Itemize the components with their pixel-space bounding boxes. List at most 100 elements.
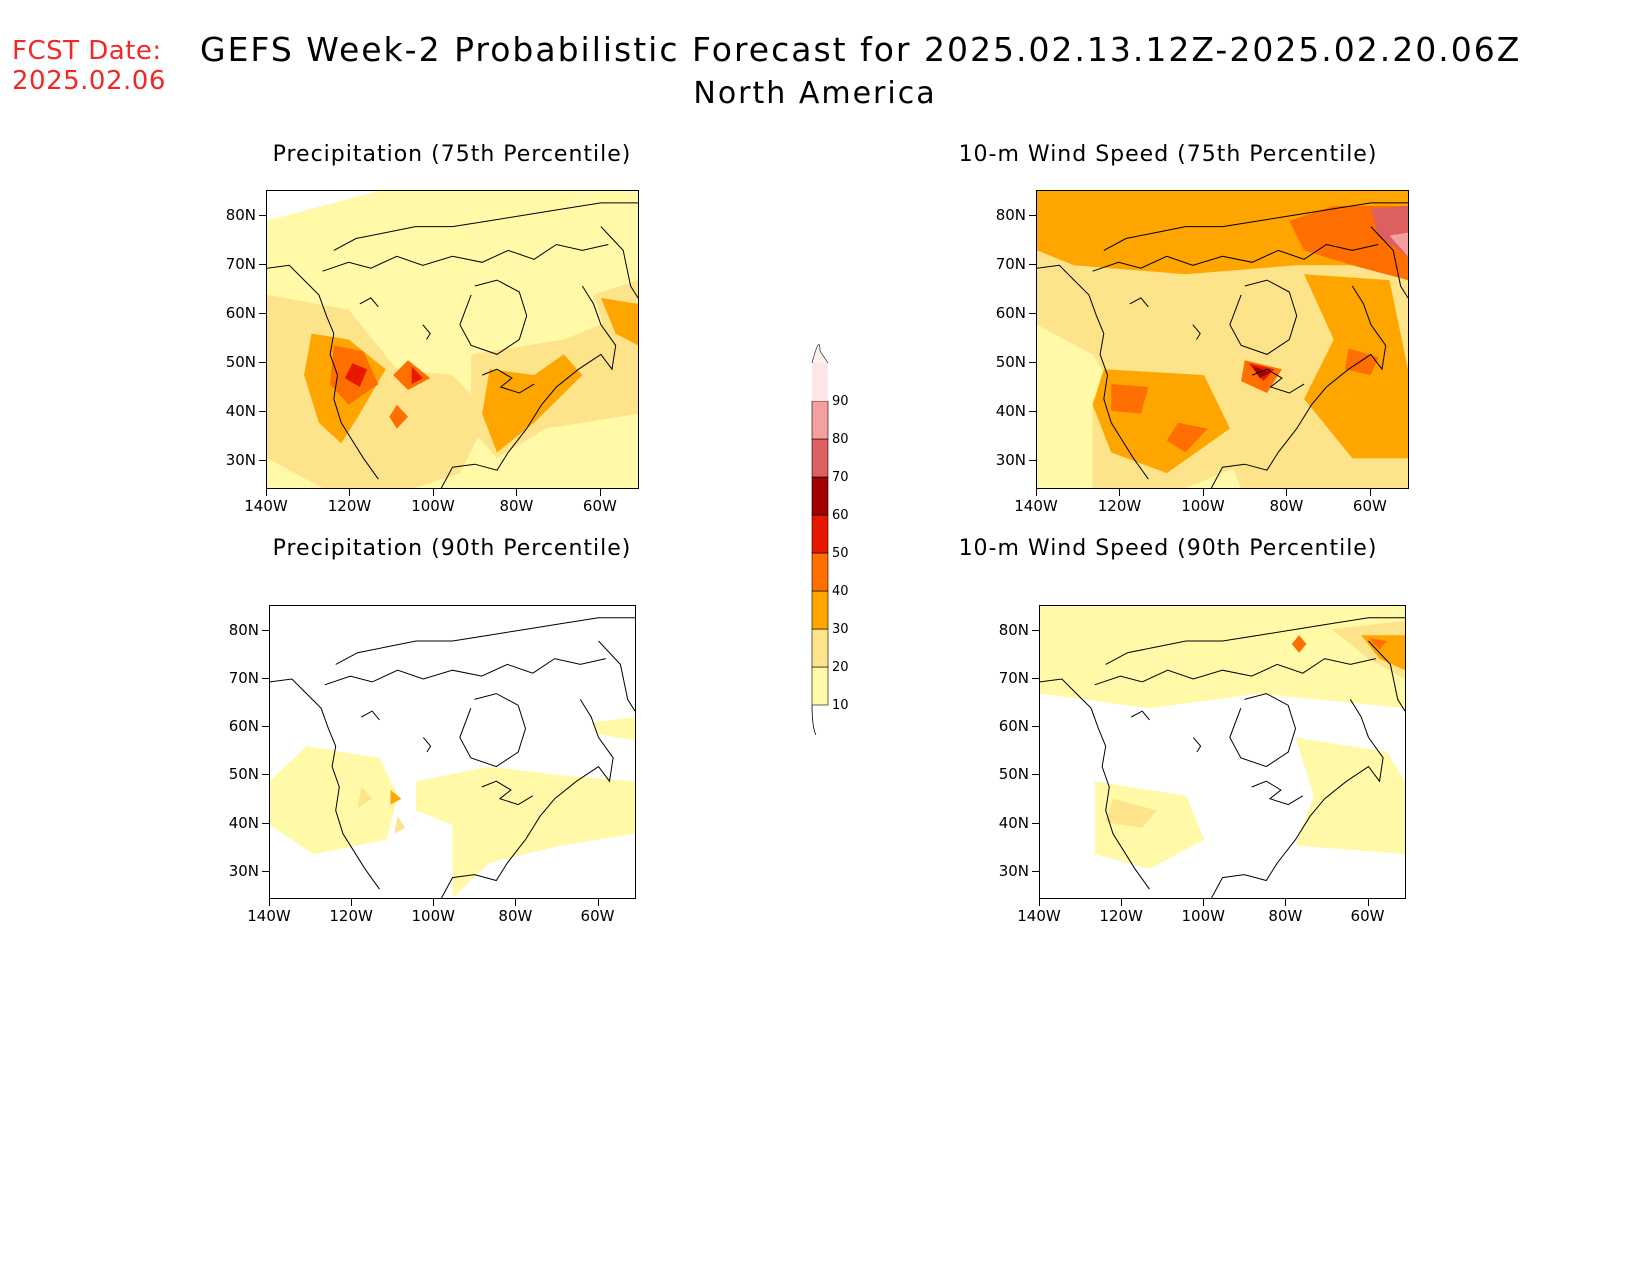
coastline xyxy=(1131,710,1150,721)
coastline xyxy=(1210,285,1387,488)
lat-label: 40N xyxy=(228,813,259,832)
colorbar-label: 60 xyxy=(832,508,849,523)
lon-tick xyxy=(1036,489,1037,496)
lat-label: 80N xyxy=(225,206,256,225)
lon-tick xyxy=(1119,489,1121,496)
coastline xyxy=(270,678,380,890)
coastline xyxy=(1251,780,1304,806)
probability-contour xyxy=(1368,638,1387,650)
probability-contour xyxy=(389,404,408,429)
colorbar-label: 80 xyxy=(832,432,849,447)
colorbar-segment xyxy=(812,363,828,401)
colorbar-label: 90 xyxy=(832,394,849,409)
coastline xyxy=(1370,226,1408,299)
map-wind-75 xyxy=(1036,190,1409,489)
coastline xyxy=(322,243,609,272)
lat-tick xyxy=(262,870,269,872)
map-wind-90-plot xyxy=(1040,606,1405,898)
lat-tick xyxy=(262,678,269,679)
page-title: GEFS Week-2 Probabilistic Forecast for 2… xyxy=(200,30,1522,69)
map-precip-90 xyxy=(269,605,636,899)
lat-tick xyxy=(1029,264,1036,266)
lat-label: 80N xyxy=(998,620,1029,639)
coastline xyxy=(482,368,535,394)
colorbar-segment xyxy=(811,514,829,554)
lon-tick xyxy=(1203,899,1205,906)
lat-tick xyxy=(262,629,269,631)
lat-label: 30N xyxy=(998,861,1029,880)
coastline xyxy=(267,264,379,480)
colorbar-label: 10 xyxy=(832,698,849,713)
lon-tick xyxy=(1202,489,1204,496)
coastline xyxy=(1129,297,1149,308)
lat-label: 70N xyxy=(228,669,259,687)
coastline xyxy=(459,693,527,768)
lat-label: 60N xyxy=(228,717,259,736)
lon-label: 60W xyxy=(1352,497,1387,515)
colorbar-segment xyxy=(811,438,829,478)
lon-label: 100W xyxy=(1181,497,1225,515)
lat-tick xyxy=(262,822,269,824)
map-precip-90-plot xyxy=(270,617,635,898)
lat-label: 70N xyxy=(995,255,1026,274)
lat-tick xyxy=(259,460,266,462)
coastline xyxy=(1192,324,1201,340)
coastline xyxy=(441,699,614,898)
lon-label: 140W xyxy=(244,497,288,515)
lon-tick xyxy=(515,899,517,906)
lon-tick xyxy=(1286,489,1288,496)
lon-label: 140W xyxy=(1014,497,1058,515)
probability-contour xyxy=(1166,422,1208,453)
colorbar-segment xyxy=(811,400,829,440)
forecast-date-value: 2025.02.06 xyxy=(12,66,166,96)
coastline xyxy=(1094,658,1376,686)
lon-tick xyxy=(516,489,518,496)
lat-label: 80N xyxy=(995,206,1026,225)
probability-contour xyxy=(390,790,402,805)
map-precip-75 xyxy=(266,190,639,489)
probability-contour xyxy=(1361,635,1405,671)
colorbar-label: 50 xyxy=(832,546,849,561)
lat-tick xyxy=(259,264,266,266)
coastline xyxy=(1105,617,1405,665)
lon-tick xyxy=(1285,899,1287,906)
lon-tick xyxy=(1367,899,1369,906)
probability-contour xyxy=(394,816,406,834)
coastline xyxy=(1211,699,1384,898)
colorbar-segment xyxy=(811,666,829,706)
lon-label: 80W xyxy=(1268,907,1303,925)
coastline xyxy=(1252,368,1305,394)
probability-contour xyxy=(1389,232,1408,257)
coastline xyxy=(598,640,635,712)
panel-title-precip-75: Precipitation (75th Percentile) xyxy=(272,142,632,167)
probability-contour xyxy=(1252,366,1271,379)
probability-contour xyxy=(1111,384,1149,414)
lon-tick xyxy=(433,899,435,906)
lon-tick xyxy=(597,899,599,906)
colorbar-label: 20 xyxy=(832,660,849,675)
coastline xyxy=(1229,693,1297,768)
map-precip-75-plot xyxy=(267,191,638,488)
panel-title-wind-90: 10-m Wind Speed (90th Percentile) xyxy=(958,536,1378,561)
lat-label: 50N xyxy=(995,353,1026,372)
colorbar-scale: 10 20 30 40 50 60 70 80 90 xyxy=(811,343,849,742)
coastline xyxy=(481,780,534,806)
coastline xyxy=(1103,202,1408,251)
lat-tick xyxy=(1032,822,1039,824)
lat-tick xyxy=(1029,460,1036,462)
lon-label: 120W xyxy=(329,907,373,925)
lat-label: 60N xyxy=(225,304,256,323)
lat-tick xyxy=(259,362,266,364)
lat-label: 40N xyxy=(225,402,256,421)
coastline xyxy=(459,279,528,355)
coastline xyxy=(1040,678,1150,890)
probability-contour xyxy=(357,787,373,808)
lat-tick xyxy=(1029,411,1036,413)
colorbar-segment xyxy=(811,476,829,516)
coastline xyxy=(324,658,606,686)
lon-tick xyxy=(599,489,601,496)
lon-label: 60W xyxy=(582,497,617,515)
lon-label: 60W xyxy=(1350,907,1385,925)
lon-tick xyxy=(349,489,351,496)
lon-label: 100W xyxy=(411,907,455,925)
